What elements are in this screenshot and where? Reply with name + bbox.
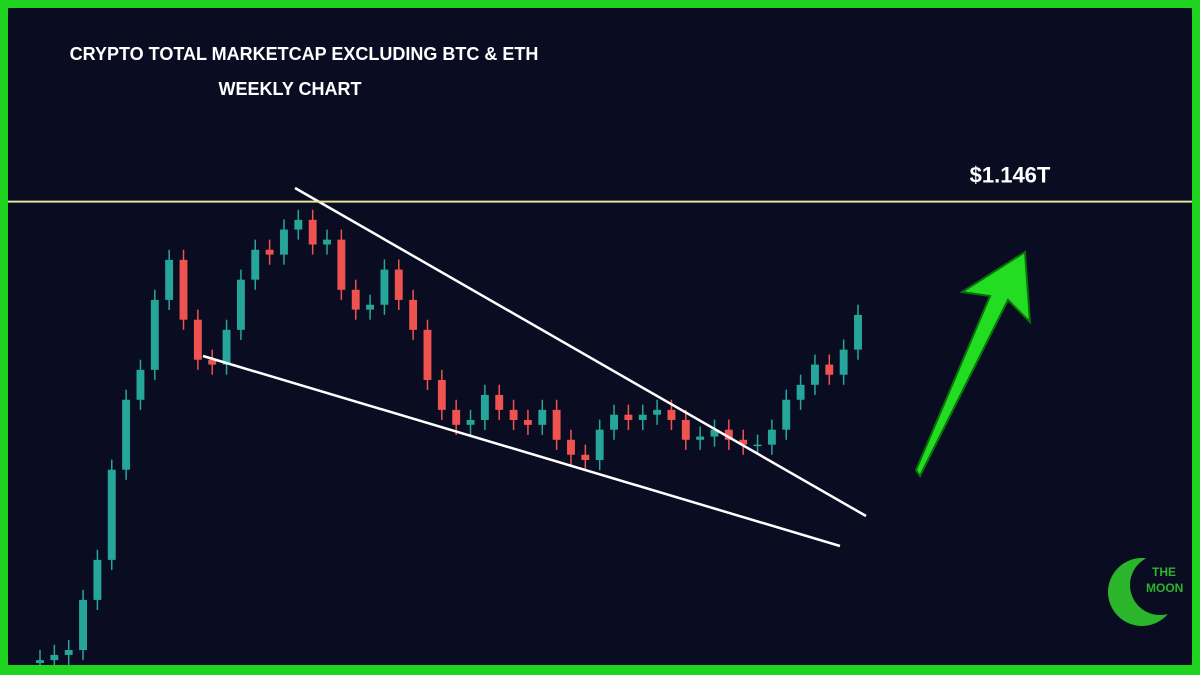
candle-body	[222, 329, 231, 365]
logo-text: THE	[1152, 565, 1176, 579]
chart-subtitle: WEEKLY CHART	[218, 79, 361, 99]
candle-body	[667, 409, 676, 420]
candle-body	[739, 439, 748, 445]
logo-text: MOON	[1146, 581, 1183, 595]
candle-body	[193, 319, 202, 360]
candle-body	[308, 219, 317, 245]
candle-body	[208, 359, 217, 365]
candle-body	[581, 454, 590, 461]
candle-body	[567, 439, 575, 455]
candle-body	[150, 299, 159, 370]
candle-body	[480, 394, 489, 420]
candle-body	[380, 269, 389, 305]
candle-body	[452, 409, 461, 425]
candle-body	[767, 429, 776, 445]
candle-body	[409, 299, 418, 330]
level-label: $1.146T	[970, 162, 1051, 187]
candle-body	[552, 409, 561, 440]
candle-body	[122, 399, 131, 470]
candle-body	[437, 379, 446, 410]
candle-body	[165, 259, 174, 300]
candle-body	[394, 269, 403, 300]
candle-body	[136, 369, 145, 400]
candle-body	[236, 279, 245, 330]
candle-body	[825, 364, 834, 375]
candle-body	[696, 436, 705, 440]
chart-title: CRYPTO TOTAL MARKETCAP EXCLUDING BTC & E…	[70, 44, 539, 64]
candle-body	[351, 289, 360, 310]
candle-body	[710, 429, 719, 437]
trendline	[202, 354, 841, 548]
candle-body	[366, 304, 375, 310]
candle-body	[64, 650, 73, 655]
trendline	[294, 186, 867, 518]
candle-body	[839, 349, 848, 375]
background	[8, 8, 1192, 665]
candle-body	[811, 364, 819, 385]
candle-body	[523, 419, 532, 425]
candle-body	[251, 249, 260, 280]
candle-body	[93, 559, 102, 600]
candle-body	[595, 429, 604, 461]
candle-body	[638, 414, 647, 420]
candle-body	[265, 249, 274, 255]
candle-body	[724, 429, 733, 440]
candle-body	[36, 660, 44, 663]
candle-body	[681, 419, 690, 440]
plot	[36, 209, 862, 665]
candle-body	[280, 229, 288, 255]
candle-body	[294, 219, 303, 230]
logo-moon-cut	[1130, 555, 1190, 615]
candle-body	[610, 414, 618, 430]
arrow	[914, 250, 1032, 478]
candle-body	[79, 599, 87, 651]
candle-body	[624, 414, 633, 420]
candle-body	[854, 314, 862, 350]
candle-body	[782, 399, 791, 430]
candle-body	[50, 654, 59, 661]
candle-body	[107, 469, 116, 560]
candle-body	[538, 409, 547, 425]
candle-body	[466, 419, 475, 425]
candle-body	[495, 394, 504, 410]
candle-body	[423, 329, 432, 380]
candle-body	[796, 384, 805, 400]
candle-body	[509, 409, 518, 420]
candle-body	[753, 444, 762, 447]
candle-body	[337, 239, 346, 290]
candle-body	[323, 239, 331, 245]
candle-body	[653, 409, 662, 415]
candle-body	[179, 259, 188, 320]
